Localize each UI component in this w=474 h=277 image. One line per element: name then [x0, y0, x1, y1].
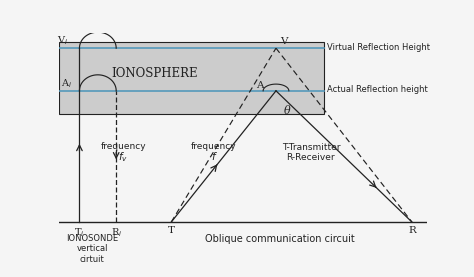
Text: V$_i$: V$_i$: [57, 34, 68, 47]
Text: T: T: [168, 226, 175, 235]
Text: T$_i$: T$_i$: [74, 226, 85, 239]
Text: Actual Reflection height: Actual Reflection height: [328, 85, 428, 94]
Text: IONOSONDE
vertical
cirtuit: IONOSONDE vertical cirtuit: [66, 234, 118, 263]
Text: R: R: [408, 226, 416, 235]
Text: A: A: [256, 81, 263, 90]
Text: Virtual Reflection Height: Virtual Reflection Height: [328, 43, 430, 52]
Text: A$_i$: A$_i$: [61, 77, 72, 90]
Text: T-Transmitter
R-Receiver: T-Transmitter R-Receiver: [282, 143, 340, 162]
Text: f$_v$: f$_v$: [118, 150, 128, 164]
Text: θ: θ: [284, 106, 291, 116]
Text: Oblique communication circuit: Oblique communication circuit: [205, 234, 355, 244]
Text: R$_i$: R$_i$: [110, 226, 122, 239]
Text: V: V: [280, 37, 287, 46]
Text: frequency: frequency: [100, 142, 146, 151]
Text: frequency: frequency: [191, 142, 237, 151]
Text: IONOSPHERE: IONOSPHERE: [111, 67, 198, 80]
Text: f: f: [212, 152, 215, 162]
Bar: [59, 42, 324, 114]
